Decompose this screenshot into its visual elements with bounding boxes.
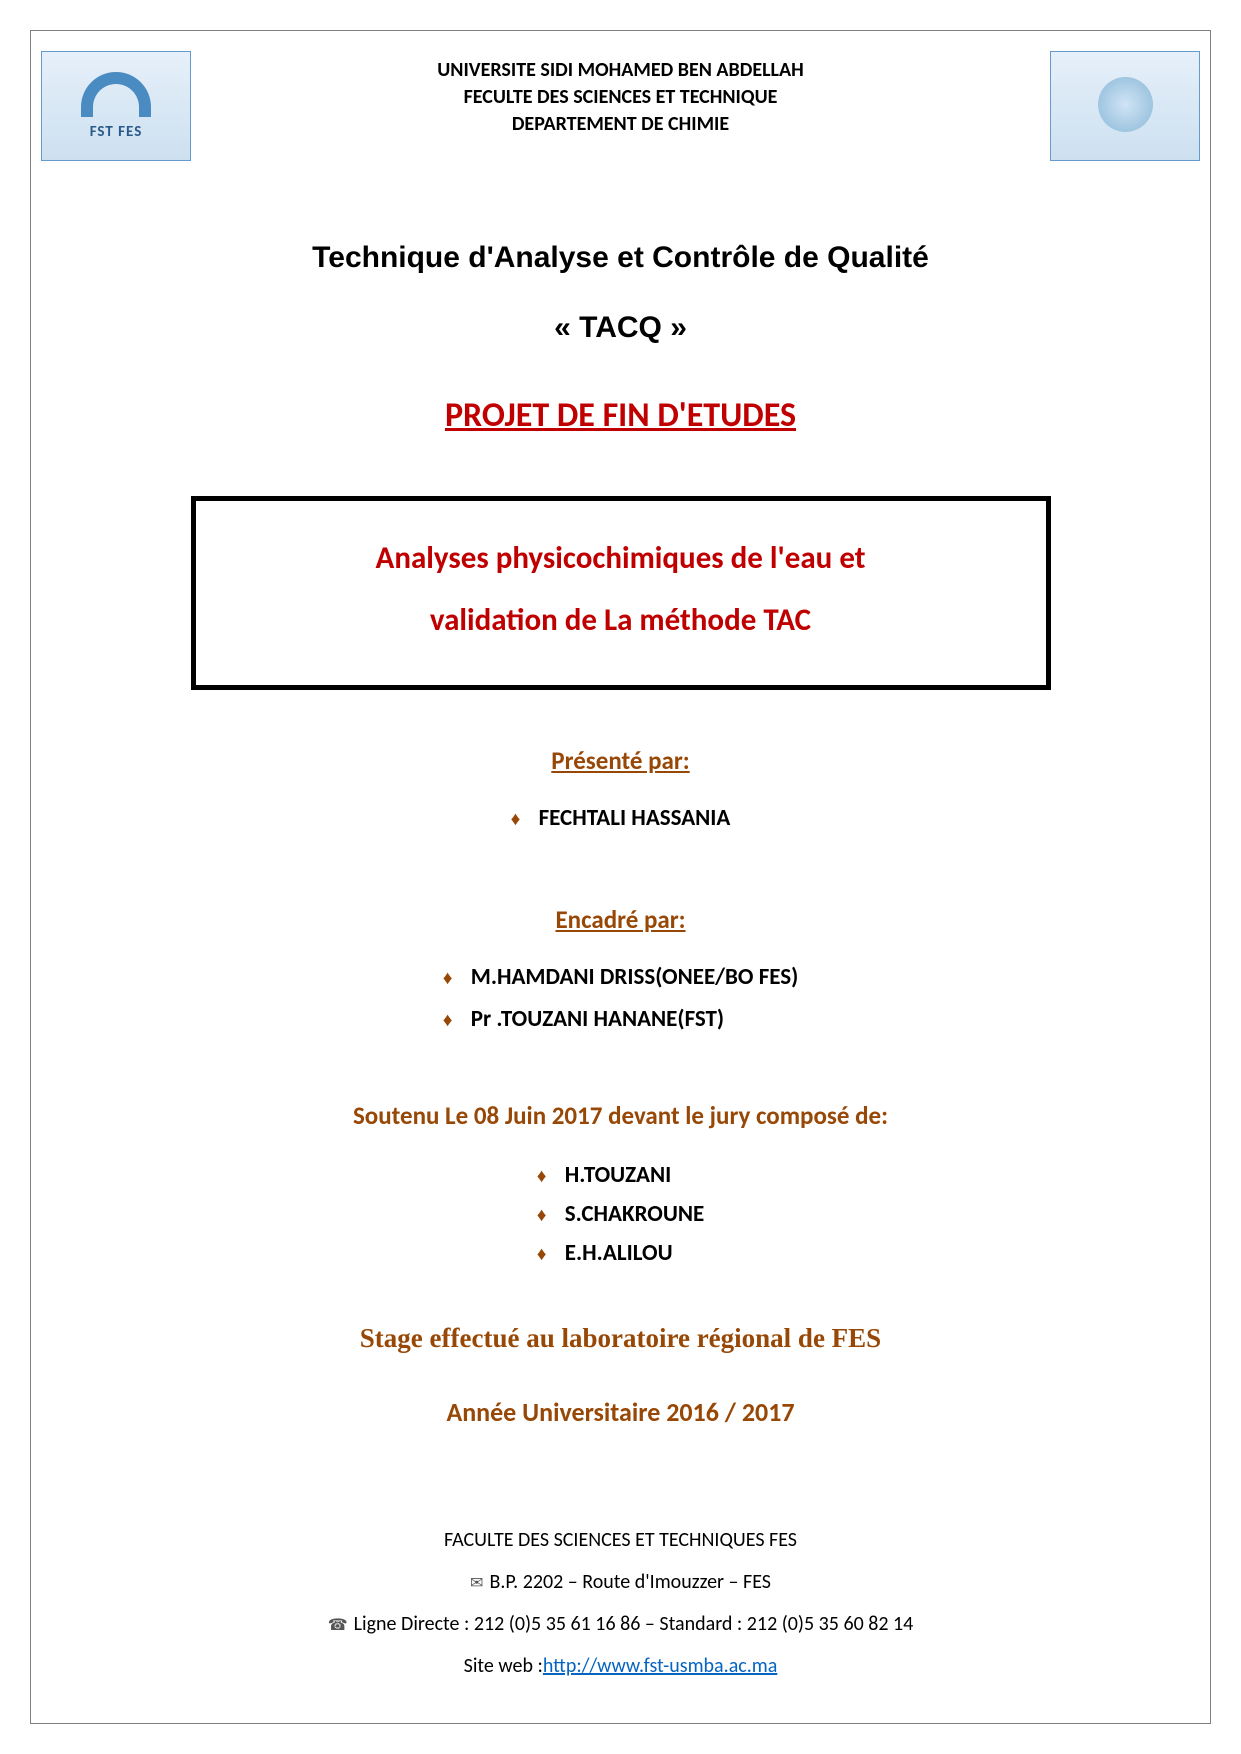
list-item: ♦Pr .TOUZANI HANANE(FST) — [443, 999, 799, 1040]
supervisor-name: M.HAMDANI DRISS(ONEE/BO FES) — [471, 963, 799, 991]
header-row: FST FES UNIVERSITE SIDI MOHAMED BEN ABDE… — [31, 31, 1210, 161]
list-item: ♦FECHTALI HASSANIA — [511, 798, 731, 839]
footer-phone: ☎ Ligne Directe : 212 (0)5 35 61 16 86 – … — [31, 1612, 1210, 1636]
list-item: ♦M.HAMDANI DRISS(ONEE/BO FES) — [443, 957, 799, 998]
footer-address-text: B.P. 2202 – Route d'Imouzzer – FES — [489, 1570, 771, 1594]
jury-list: ♦H.TOUZANI ♦S.CHAKROUNE ♦E.H.ALILOU — [537, 1156, 704, 1273]
supervisors-list: ♦M.HAMDANI DRISS(ONEE/BO FES) ♦Pr .TOUZA… — [443, 957, 799, 1040]
authors-list: ♦FECHTALI HASSANIA — [511, 798, 731, 839]
bullet-icon: ♦ — [537, 1200, 565, 1232]
website-link[interactable]: http://www.fst-usmba.ac.ma — [543, 1654, 777, 1678]
thesis-title-line-2: validation de La méthode TAC — [216, 589, 1026, 651]
list-item: ♦E.H.ALILOU — [537, 1234, 704, 1273]
thesis-title-line-1: Analyses physicochimiques de l'eau et — [216, 527, 1026, 589]
bullet-icon: ♦ — [443, 962, 471, 996]
logo-left-label: FST FES — [90, 123, 143, 141]
content: Technique d'Analyse et Contrôle de Quali… — [31, 241, 1210, 1678]
footer-phone-text: Ligne Directe : 212 (0)5 35 61 16 86 – S… — [354, 1612, 914, 1636]
logo-right — [1050, 51, 1200, 161]
jury-name: E.H.ALILOU — [565, 1239, 673, 1267]
presented-by-label: Présenté par: — [31, 745, 1210, 776]
footer: FACULTE DES SCIENCES ET TECHNIQUES FES ✉… — [31, 1528, 1210, 1678]
list-item: ♦H.TOUZANI — [537, 1156, 704, 1195]
faculty-line: FECULTE DES SCIENCES ET TECHNIQUE — [191, 84, 1050, 111]
academic-year: Année Universitaire 2016 / 2017 — [31, 1396, 1210, 1428]
author-name: FECHTALI HASSANIA — [539, 804, 731, 832]
bullet-icon: ♦ — [443, 1004, 471, 1038]
list-item: ♦S.CHAKROUNE — [537, 1195, 704, 1234]
program-acronym: « TACQ » — [31, 311, 1210, 345]
mail-icon: ✉ — [470, 1573, 483, 1593]
page-border: FST FES UNIVERSITE SIDI MOHAMED BEN ABDE… — [30, 30, 1211, 1724]
header-center: UNIVERSITE SIDI MOHAMED BEN ABDELLAH FEC… — [191, 51, 1050, 138]
university-line: UNIVERSITE SIDI MOHAMED BEN ABDELLAH — [191, 57, 1050, 84]
footer-faculty: FACULTE DES SCIENCES ET TECHNIQUES FES — [31, 1528, 1210, 1552]
phone-icon: ☎ — [328, 1615, 348, 1635]
internship-line: Stage effectué au laboratoire régional d… — [31, 1323, 1210, 1354]
program-title: Technique d'Analyse et Contrôle de Quali… — [31, 241, 1210, 275]
supervisor-name: Pr .TOUZANI HANANE(FST) — [471, 1005, 724, 1033]
logo-left: FST FES — [41, 51, 191, 161]
defended-line: Soutenu Le 08 Juin 2017 devant le jury c… — [31, 1100, 1210, 1131]
thesis-title-box: Analyses physicochimiques de l'eau et va… — [191, 496, 1051, 690]
bullet-icon: ♦ — [537, 1239, 565, 1271]
logo-right-icon — [1098, 77, 1153, 132]
website-label: Site web : — [464, 1654, 543, 1678]
jury-name: H.TOUZANI — [565, 1161, 671, 1189]
logo-arch-icon — [81, 72, 151, 117]
footer-address: ✉ B.P. 2202 – Route d'Imouzzer – FES — [31, 1570, 1210, 1594]
footer-website: Site web :http://www.fst-usmba.ac.ma — [31, 1654, 1210, 1678]
project-heading: PROJET DE FIN D'ETUDES — [31, 395, 1210, 436]
bullet-icon: ♦ — [511, 803, 539, 837]
supervised-by-label: Encadré par: — [31, 904, 1210, 935]
bullet-icon: ♦ — [537, 1161, 565, 1193]
jury-name: S.CHAKROUNE — [565, 1200, 704, 1228]
department-line: DEPARTEMENT DE CHIMIE — [191, 111, 1050, 138]
